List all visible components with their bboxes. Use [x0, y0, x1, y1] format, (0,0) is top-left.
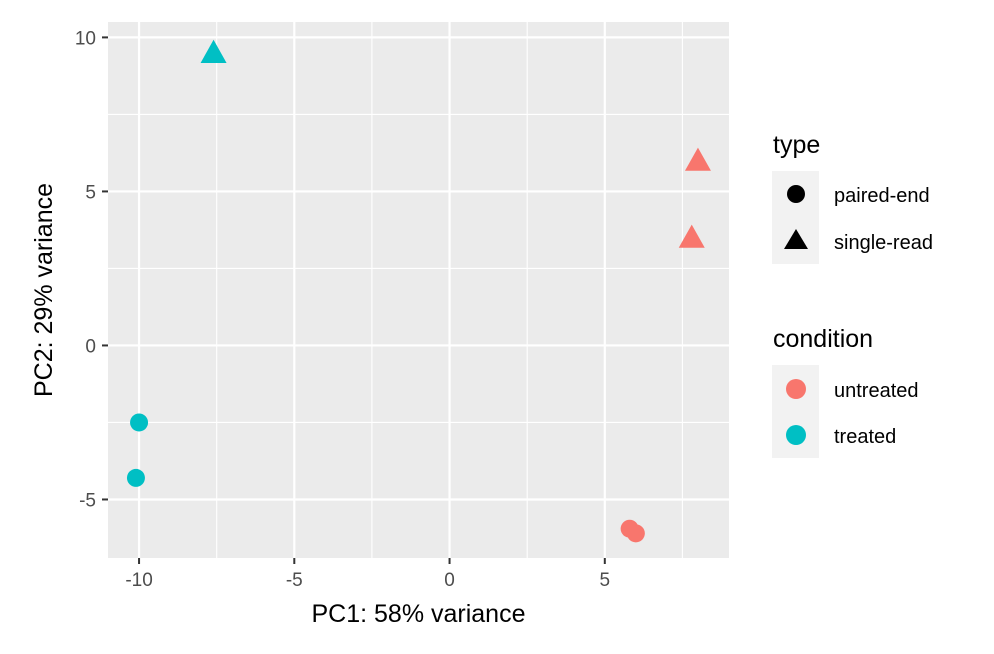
major-gridlines: [108, 22, 729, 558]
x-tick-label: -10: [125, 570, 152, 591]
x-axis: -10 -5 0 5: [125, 558, 610, 591]
legend-label-treated: treated: [834, 426, 896, 448]
x-axis-title: PC1: 58% variance: [311, 600, 525, 628]
x-tick-label: -5: [286, 570, 303, 591]
data-point-triangle: [684, 147, 711, 171]
y-tick-label: 0: [85, 336, 96, 357]
data-point-circle: [626, 524, 645, 543]
y-tick-label: 10: [75, 28, 96, 49]
legend-key-untreated-icon: [786, 379, 806, 399]
legend-type-title: type: [773, 131, 820, 159]
x-tick-label: 5: [600, 570, 611, 591]
data-point-circle: [126, 468, 145, 487]
y-tick-label: -5: [79, 490, 96, 511]
data-points: [126, 39, 711, 543]
y-tick-label: 5: [85, 182, 96, 203]
minor-gridlines: [108, 22, 729, 558]
data-point-circle: [130, 413, 149, 432]
legend-label-paired-end: paired-end: [834, 185, 930, 207]
legend-key-treated-icon: [786, 425, 806, 445]
y-axis: -5 0 5 10: [75, 28, 108, 511]
y-axis-title: PC2: 29% variance: [30, 183, 58, 397]
legend-label-untreated: untreated: [834, 380, 919, 402]
legend-label-single-read: single-read: [834, 232, 933, 254]
x-tick-label: 0: [444, 570, 455, 591]
legend-condition: condition untreated treated: [772, 325, 919, 458]
legend-type: type paired-end single-read: [772, 131, 933, 264]
legend-condition-title: condition: [773, 325, 873, 353]
data-point-triangle: [200, 39, 227, 63]
legend-key-circle-icon: [787, 185, 805, 203]
legend-type-keys-bg: [772, 171, 819, 264]
data-point-triangle: [678, 224, 705, 248]
plot-panel: [108, 22, 729, 558]
legend-key-triangle-icon: [784, 229, 808, 249]
